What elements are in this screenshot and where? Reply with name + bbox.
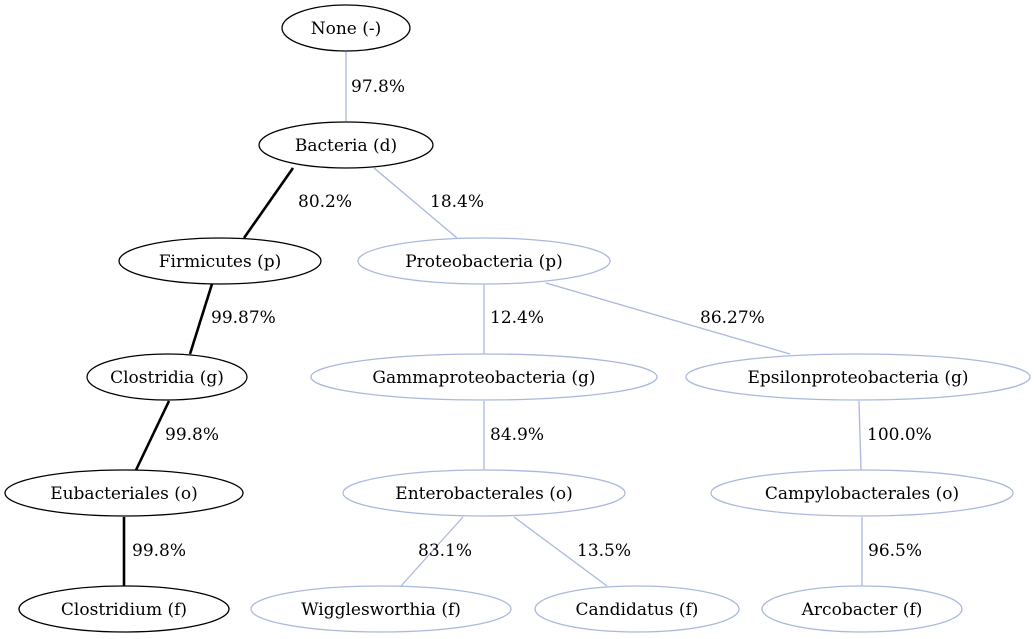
node-arcobacter: Arcobacter (f) bbox=[761, 585, 963, 633]
node-label: Eubacteriales (o) bbox=[50, 484, 198, 504]
edge-campylobacterales-to-arcobacter: 96.5% bbox=[861, 517, 922, 586]
node-label: Wigglesworthia (f) bbox=[301, 600, 461, 620]
edge-line bbox=[373, 167, 458, 239]
node-clostridium: Clostridium (f) bbox=[18, 585, 230, 633]
edge-enterobacterales-to-wigglesworthia: 83.1% bbox=[400, 516, 472, 587]
node-proteobacteria: Proteobacteria (p) bbox=[357, 237, 611, 285]
node-label: Firmicutes (p) bbox=[159, 252, 282, 272]
edge-percentage-label: 99.8% bbox=[132, 541, 186, 561]
node-wigglesworthia: Wigglesworthia (f) bbox=[250, 585, 512, 633]
edge-percentage-label: 99.8% bbox=[165, 425, 219, 445]
node-ellipse bbox=[281, 4, 411, 52]
edge-bacteria-to-firmicutes: 80.2% bbox=[242, 167, 352, 239]
node-ellipse bbox=[258, 121, 434, 169]
node-label: Proteobacteria (p) bbox=[405, 252, 563, 272]
edge-epsilonproteobacteria-to-campylobacterales: 100.0% bbox=[858, 400, 932, 471]
edge-proteobacteria-to-gammaproteobacteria: 12.4% bbox=[483, 284, 544, 354]
edge-percentage-label: 100.0% bbox=[867, 425, 932, 445]
node-campylobacterales: Campylobacterales (o) bbox=[710, 469, 1014, 517]
edge-none-to-bacteria: 97.8% bbox=[345, 52, 405, 121]
edge-bacteria-to-proteobacteria: 18.4% bbox=[373, 167, 484, 239]
edge-line bbox=[188, 283, 214, 355]
node-ellipse bbox=[250, 585, 512, 633]
node-ellipse bbox=[534, 585, 740, 633]
edge-percentage-label: 12.4% bbox=[490, 308, 544, 328]
edge-percentage-label: 97.8% bbox=[351, 77, 405, 97]
node-label: Epsilonproteobacteria (g) bbox=[747, 368, 968, 388]
node-label: Bacteria (d) bbox=[295, 136, 397, 156]
edge-percentage-label: 83.1% bbox=[418, 541, 472, 561]
edge-line bbox=[400, 516, 464, 587]
edge-line bbox=[242, 167, 295, 239]
edge-clostridia-to-eubacteriales: 99.8% bbox=[134, 400, 219, 471]
edge-line bbox=[858, 400, 862, 471]
node-enterobacterales: Enterobacterales (o) bbox=[342, 469, 626, 517]
node-epsilonproteobacteria: Epsilonproteobacteria (g) bbox=[685, 353, 1031, 401]
node-label: Gammaproteobacteria (g) bbox=[372, 368, 595, 388]
node-none: None (-) bbox=[281, 4, 411, 52]
edge-enterobacterales-to-candidatus: 13.5% bbox=[513, 516, 631, 587]
edge-eubacteriales-to-clostridium: 99.8% bbox=[122, 517, 186, 586]
node-label: Campylobacterales (o) bbox=[765, 484, 959, 504]
edge-percentage-label: 13.5% bbox=[577, 541, 631, 561]
edge-gammaproteobacteria-to-enterobacterales: 84.9% bbox=[483, 401, 544, 470]
edge-percentage-label: 84.9% bbox=[490, 425, 544, 445]
node-label: Clostridia (g) bbox=[110, 368, 224, 388]
edge-line bbox=[545, 282, 791, 355]
node-candidatus: Candidatus (f) bbox=[534, 585, 740, 633]
edge-firmicutes-to-clostridia: 99.87% bbox=[188, 283, 276, 355]
node-ellipse bbox=[710, 469, 1014, 517]
node-label: None (-) bbox=[311, 19, 382, 39]
edge-percentage-label: 18.4% bbox=[430, 192, 484, 212]
node-ellipse bbox=[4, 469, 244, 517]
node-eubacteriales: Eubacteriales (o) bbox=[4, 469, 244, 517]
node-gammaproteobacteria: Gammaproteobacteria (g) bbox=[310, 353, 658, 401]
node-ellipse bbox=[310, 353, 658, 401]
node-ellipse bbox=[342, 469, 626, 517]
node-label: Arcobacter (f) bbox=[801, 600, 923, 620]
edge-proteobacteria-to-epsilonproteobacteria: 86.27% bbox=[545, 282, 791, 355]
edge-line bbox=[513, 516, 608, 587]
node-label: Candidatus (f) bbox=[576, 600, 699, 620]
node-ellipse bbox=[118, 237, 322, 285]
edge-percentage-label: 99.87% bbox=[211, 308, 276, 328]
node-label: Enterobacterales (o) bbox=[395, 484, 572, 504]
node-label: Clostridium (f) bbox=[61, 600, 187, 620]
edge-percentage-label: 86.27% bbox=[700, 308, 765, 328]
node-clostridia: Clostridia (g) bbox=[86, 353, 248, 401]
node-firmicutes: Firmicutes (p) bbox=[118, 237, 322, 285]
edge-percentage-label: 80.2% bbox=[298, 192, 352, 212]
node-ellipse bbox=[86, 353, 248, 401]
node-ellipse bbox=[685, 353, 1031, 401]
edges-layer: 97.8% 80.2% 18.4% 99.87% 12.4% 86.27% 99.8% 84.… bbox=[122, 52, 932, 587]
nodes-layer: None (-) Bacteria (d) Firmicutes (p) Proteo… bbox=[4, 4, 1031, 633]
node-ellipse bbox=[357, 237, 611, 285]
node-bacteria: Bacteria (d) bbox=[258, 121, 434, 169]
edge-percentage-label: 96.5% bbox=[868, 541, 922, 561]
node-ellipse bbox=[761, 585, 963, 633]
node-ellipse bbox=[18, 585, 230, 633]
edge-line bbox=[134, 400, 171, 471]
